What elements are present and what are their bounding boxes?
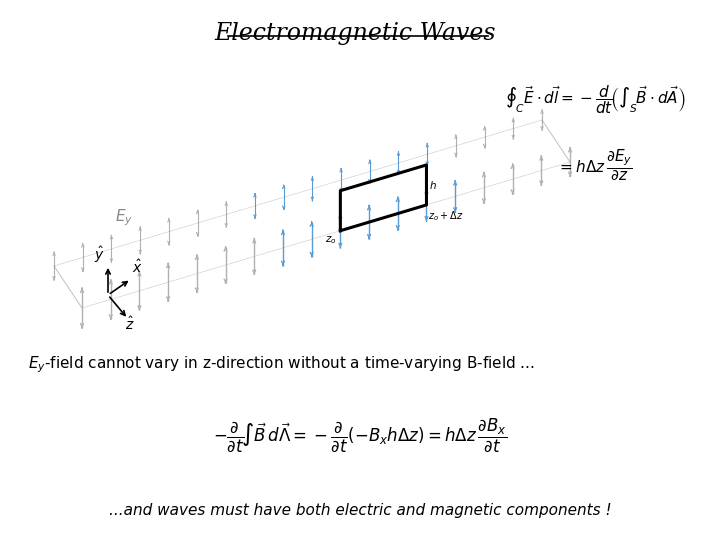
Text: $h$: $h$ (429, 179, 437, 191)
Text: $E_y$-field cannot vary in z-direction without a time-varying B-field ...: $E_y$-field cannot vary in z-direction w… (28, 355, 535, 375)
Text: $\oint_C \vec{E} \cdot d\vec{l} = -\dfrac{d}{dt}\!\left(\int_S \vec{B} \cdot d\v: $\oint_C \vec{E} \cdot d\vec{l} = -\dfra… (505, 84, 685, 117)
Text: $z_o$: $z_o$ (325, 234, 336, 246)
Text: $= h\Delta z\,\dfrac{\partial E_y}{\partial z}$: $= h\Delta z\,\dfrac{\partial E_y}{\part… (557, 147, 633, 183)
Text: Electromagnetic Waves: Electromagnetic Waves (215, 22, 496, 45)
Text: $E_y$: $E_y$ (115, 207, 133, 227)
Text: $-\dfrac{\partial}{\partial t}\!\int \vec{B}\,d\vec{\Lambda}= -\dfrac{\partial}{: $-\dfrac{\partial}{\partial t}\!\int \ve… (213, 416, 507, 454)
Text: $\hat{z}$: $\hat{z}$ (125, 316, 135, 333)
Text: $z_o + \Delta z$: $z_o + \Delta z$ (428, 209, 464, 222)
Text: $\hat{x}$: $\hat{x}$ (132, 259, 143, 276)
Text: ...and waves must have both electric and magnetic components !: ...and waves must have both electric and… (109, 503, 611, 517)
Text: $\hat{y}$: $\hat{y}$ (94, 245, 104, 265)
